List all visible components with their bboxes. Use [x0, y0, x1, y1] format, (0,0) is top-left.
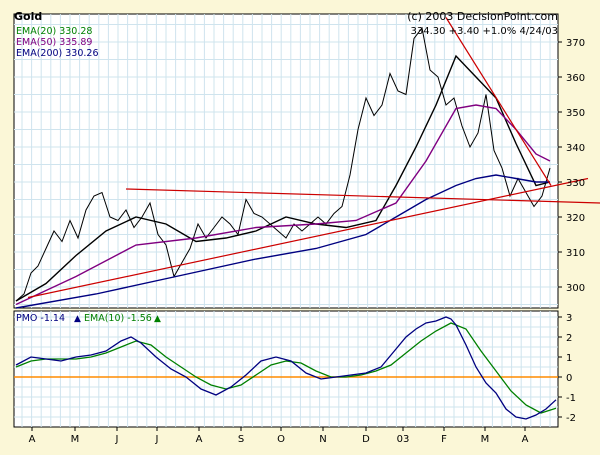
x-tick-label: N — [319, 434, 326, 445]
price-y-tick: 370 — [566, 38, 585, 49]
price-y-tick: 310 — [566, 248, 585, 259]
x-tick-label: M — [71, 434, 80, 445]
pmo-panel-background — [13, 310, 559, 428]
x-tick-label: J — [155, 434, 159, 445]
price-legend-entry: EMA(200) 330.26 — [16, 48, 99, 59]
pmo-series-pmo — [15, 316, 557, 420]
price-legend-entry: EMA(20) 330.28 — [16, 26, 92, 37]
pmo-legend-entry: PMO -1.14 — [16, 313, 65, 324]
x-tick-label: A — [29, 434, 36, 445]
x-tick-label: S — [238, 434, 244, 445]
x-tick-label: M — [481, 434, 490, 445]
pmo-legend-entry: EMA(10) -1.56 — [84, 313, 152, 324]
pmo-y-tick: -1 — [566, 393, 576, 404]
pmo-legend-arrow: ▲ — [154, 314, 161, 324]
price-y-tick: 350 — [566, 108, 585, 119]
price-series-ema-20- — [15, 54, 551, 302]
pmo-y-tick: 3 — [566, 313, 572, 324]
pmo-y-tick: -2 — [566, 413, 576, 424]
pmo-y-tick: 0 — [566, 373, 572, 384]
pmo-legend-arrow: ▲ — [74, 314, 81, 324]
x-tick-label: A — [522, 434, 529, 445]
price-y-tick: 320 — [566, 213, 585, 224]
price-quote: 334.30 +3.40 +1.0% 4/24/03 — [410, 26, 558, 37]
price-y-tick: 340 — [566, 143, 585, 154]
pmo-y-tick: 1 — [566, 353, 572, 364]
x-tick-label: D — [362, 434, 370, 445]
pmo-legend: PMO -1.14 ▲ EMA(10) -1.56 ▲ — [16, 313, 161, 324]
price-panel-background — [13, 13, 559, 309]
chart-title: Gold — [14, 10, 42, 23]
price-series-trend-1 — [27, 177, 589, 299]
x-axis: A M J J A S O N D 03 F M A — [29, 427, 529, 445]
x-tick-label: 03 — [397, 434, 410, 445]
price-series-ema-50- — [15, 104, 551, 306]
price-y-tick: 360 — [566, 73, 585, 84]
pmo-panel: -2 -1 0 1 2 3 PMO -1.14 ▲ EMA(10) -1.56 ▲ — [13, 310, 576, 428]
price-series-trend-2 — [125, 188, 600, 204]
x-tick-label: F — [441, 434, 447, 445]
price-y-tick: 330 — [566, 178, 585, 189]
pmo-y-tick: 2 — [566, 333, 572, 344]
pmo-series-ema-10- — [15, 322, 557, 414]
price-legend-entry: EMA(50) 335.89 — [16, 37, 92, 48]
price-series-trend-3 — [445, 17, 552, 186]
price-y-tick: 300 — [566, 283, 585, 294]
copyright-text: (c) 2003 DecisionPoint.com — [407, 10, 558, 23]
x-tick-label: J — [115, 434, 119, 445]
x-tick-label: A — [196, 434, 203, 445]
price-panel: 300 310 320 330 340 350 360 370 Gold (c) 2003 D… — [13, 10, 600, 309]
x-tick-label: O — [277, 434, 285, 445]
price-series-ema-200- — [15, 174, 550, 309]
price-series-gold — [15, 26, 551, 302]
